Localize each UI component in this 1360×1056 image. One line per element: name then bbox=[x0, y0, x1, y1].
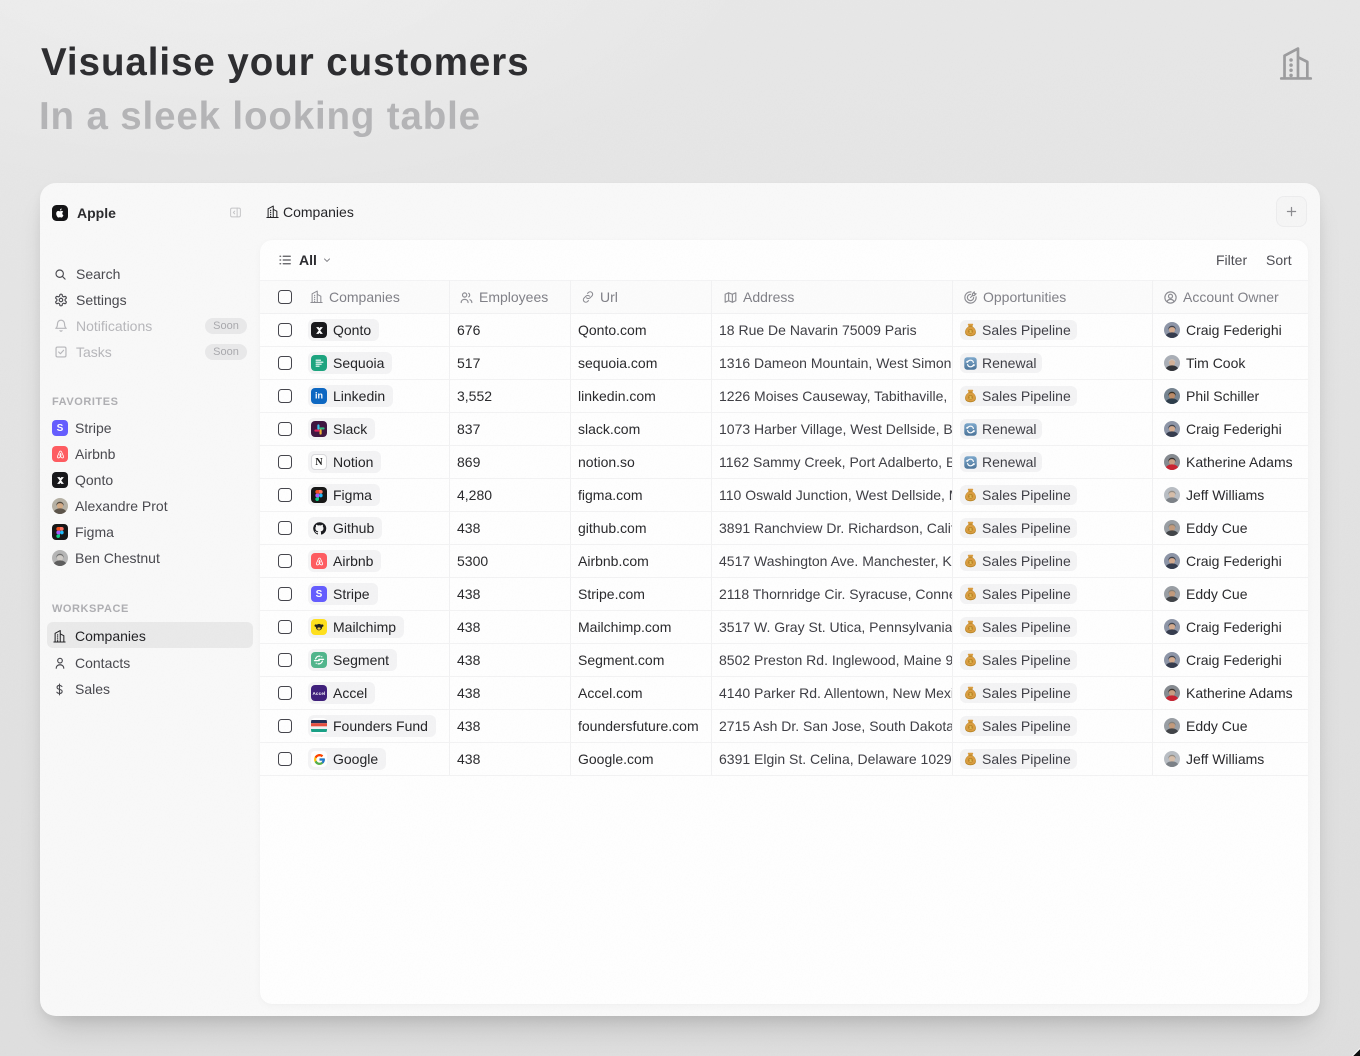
svg-text:$: $ bbox=[969, 593, 972, 598]
svg-text:$: $ bbox=[969, 758, 972, 763]
svg-text:$: $ bbox=[969, 395, 972, 400]
svg-text:$: $ bbox=[969, 725, 972, 730]
svg-text:$: $ bbox=[969, 626, 972, 631]
svg-text:$: $ bbox=[969, 527, 972, 532]
svg-text:$: $ bbox=[969, 494, 972, 499]
svg-text:$: $ bbox=[969, 659, 972, 664]
svg-text:$: $ bbox=[969, 692, 972, 697]
svg-text:$: $ bbox=[969, 560, 972, 565]
svg-text:$: $ bbox=[969, 329, 972, 334]
